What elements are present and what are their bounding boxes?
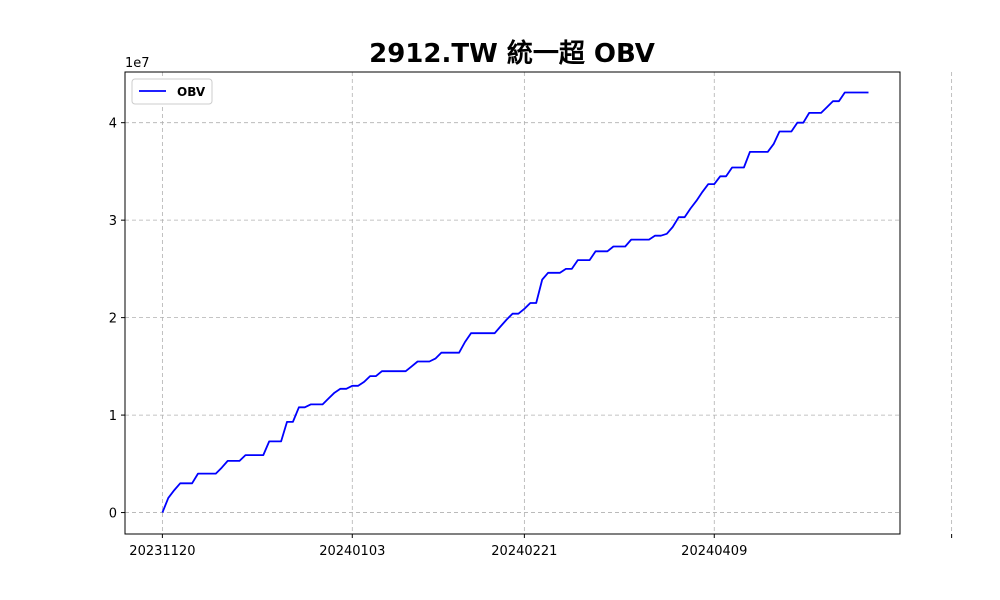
series-line-obv: [161, 91, 869, 513]
y-tick-label: 2: [109, 312, 117, 327]
x-tick-label: 20240409: [681, 544, 747, 559]
legend-label-obv: OBV: [177, 85, 206, 99]
y-tick-label: 1: [109, 409, 117, 424]
legend-box: [131, 78, 213, 105]
x-tick-label: 20240221: [491, 544, 557, 559]
y-scale-label: 1e7: [125, 56, 150, 71]
plot-frame: [124, 71, 901, 535]
y-tick-label: 0: [109, 507, 117, 522]
x-tick-label: 20231120: [129, 544, 195, 559]
grid: [125, 72, 953, 534]
y-tick-label: 3: [109, 214, 117, 229]
x-tick-label: 20240103: [319, 544, 385, 559]
axis-ticks: 20231120 20240103 20240221 20240409 0 1 2 3 4: [109, 117, 953, 559]
legend: OBV: [131, 78, 213, 105]
chart-title: 2912.TW 統一超 OBV: [369, 38, 655, 69]
y-tick-label: 4: [109, 117, 117, 132]
